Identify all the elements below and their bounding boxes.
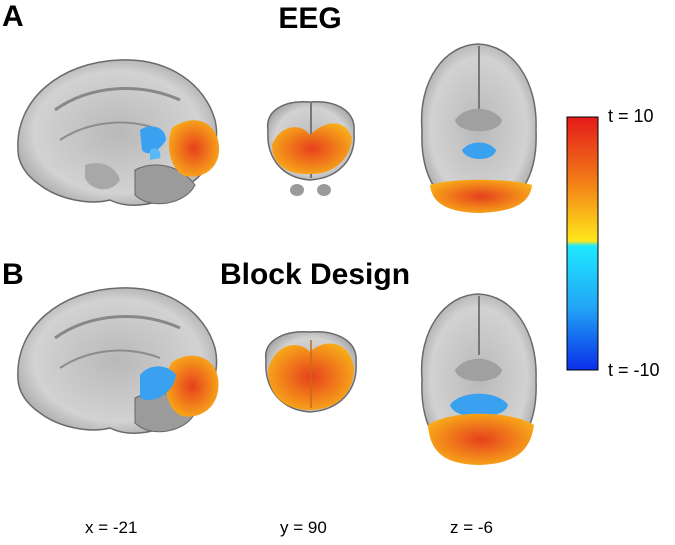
axial-slice-a xyxy=(420,43,537,213)
panel-title-eeg: EEG xyxy=(278,2,342,35)
sagittal-slice-b xyxy=(17,287,219,434)
coordinate-z: z = -6 xyxy=(450,518,493,537)
colorbar-max-label: t = 10 xyxy=(608,106,654,126)
colorbar xyxy=(566,116,599,371)
panel-letter-b: B xyxy=(2,258,24,291)
colorbar-min-label: t = -10 xyxy=(608,360,660,380)
coordinate-x: x = -21 xyxy=(85,518,138,537)
coordinate-y: y = 90 xyxy=(280,518,327,537)
panel-title-block-design: Block Design xyxy=(219,258,411,291)
axial-slice-b xyxy=(420,293,537,465)
panel-letter-a: A xyxy=(2,0,24,33)
coronal-slice-b xyxy=(265,331,357,413)
coronal-slice-a xyxy=(267,101,355,196)
sagittal-slice-a xyxy=(17,59,220,206)
